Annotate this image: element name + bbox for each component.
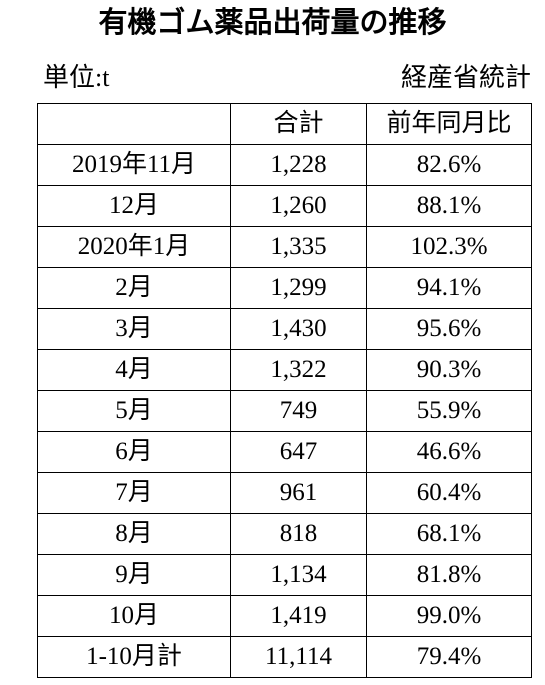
total-cell: 1,430 [230,308,367,350]
yoy-cell: 90.3% [366,349,532,391]
data-row: 9月 1,134 81.8% [37,554,532,596]
period-cell: 9月 [37,554,231,596]
yoy-cell: 95.6% [366,308,532,350]
total-cell: 1,322 [230,349,367,391]
yoy-cell: 94.1% [366,267,532,309]
total-cell: 1,260 [230,185,367,227]
unit-label: 単位:t [43,63,110,92]
data-row: 6月 647 46.6% [37,431,532,473]
total-cell: 1,299 [230,267,367,309]
data-row: 5月 749 55.9% [37,390,532,432]
total-cell: 1,228 [230,144,367,186]
data-row: 8月 818 68.1% [37,513,532,555]
data-row: 2019年11月 1,228 82.6% [37,144,532,186]
header-cell: 前年同月比 [366,103,532,145]
yoy-cell: 88.1% [366,185,532,227]
period-cell: 6月 [37,431,231,473]
header-row: 合計 前年同月比 [37,103,532,145]
yoy-cell: 99.0% [366,595,532,637]
title: 有機ゴム薬品出荷量の推移 [98,5,447,39]
period-cell: 2月 [37,267,231,309]
total-cell: 11,114 [230,636,367,678]
yoy-cell: 55.9% [366,390,532,432]
yoy-cell: 68.1% [366,513,532,555]
yoy-cell: 102.3% [366,226,532,268]
data-row: 12月 1,260 88.1% [37,185,532,227]
total-cell: 961 [230,472,367,514]
period-cell: 5月 [37,390,231,432]
total-cell: 1,419 [230,595,367,637]
period-cell: 2020年1月 [37,226,231,268]
data-row: 2020年1月 1,335 102.3% [37,226,532,268]
total-cell: 1,335 [230,226,367,268]
yoy-cell: 60.4% [366,472,532,514]
yoy-cell: 46.6% [366,431,532,473]
period-cell: 12月 [37,185,231,227]
total-cell: 1,134 [230,554,367,596]
data-row: 3月 1,430 95.6% [37,308,532,350]
total-cell: 818 [230,513,367,555]
data-row: 10月 1,419 99.0% [37,595,532,637]
header-cell [37,103,231,145]
yoy-cell: 79.4% [366,636,532,678]
yoy-cell: 81.8% [366,554,532,596]
yoy-cell: 82.6% [366,144,532,186]
data-row: 2月 1,299 94.1% [37,267,532,309]
period-cell: 7月 [37,472,231,514]
data-table: 合計 前年同月比 2019年11月 1,228 82.6% 12月 1,260 88.1%… [37,103,532,678]
data-row: 4月 1,322 90.3% [37,349,532,391]
header-cell: 合計 [230,103,367,145]
table-body: 合計 前年同月比 2019年11月 1,228 82.6% 12月 1,260 88.1%… [37,103,532,678]
period-cell: 4月 [37,349,231,391]
period-cell: 3月 [37,308,231,350]
data-row: 7月 961 60.4% [37,472,532,514]
period-cell: 2019年11月 [37,144,231,186]
data-row: 1-10月計 11,114 79.4% [37,636,532,678]
period-cell: 10月 [37,595,231,637]
period-cell: 8月 [37,513,231,555]
period-cell: 1-10月計 [37,636,231,678]
total-cell: 647 [230,431,367,473]
source-label: 経産省統計 [400,63,531,92]
total-cell: 749 [230,390,367,432]
